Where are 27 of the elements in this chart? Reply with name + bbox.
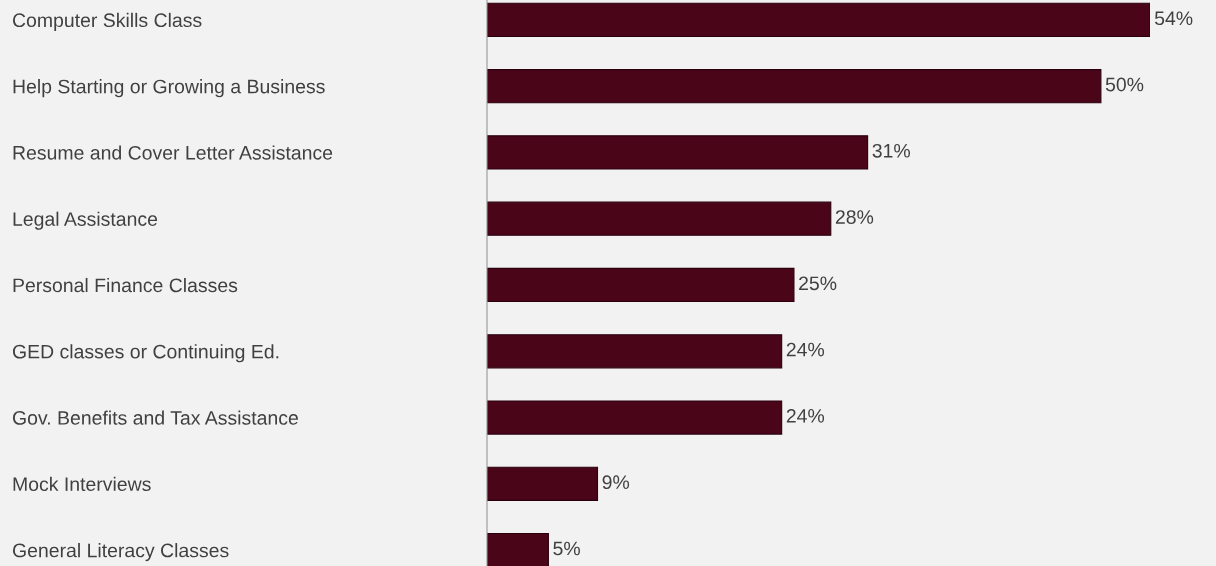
data-label: 9% bbox=[602, 475, 630, 490]
y-tick-label: Help Starting or Growing a Business bbox=[13, 79, 325, 98]
data-label: 31% bbox=[872, 143, 910, 158]
bar bbox=[487, 135, 869, 170]
bar bbox=[487, 267, 795, 303]
data-label: 24% bbox=[786, 408, 825, 423]
bar bbox=[487, 201, 832, 236]
data-label: 28% bbox=[835, 210, 874, 224]
bar bbox=[487, 532, 549, 566]
data-label: 24% bbox=[786, 342, 825, 357]
y-tick-label: GED classes or Continuing Ed. bbox=[12, 344, 279, 363]
y-tick-label: Mock Interviews bbox=[13, 476, 151, 492]
y-tick-label: Legal Assistance bbox=[13, 211, 158, 230]
y-tick-label: Resume and Cover Letter Assistance bbox=[13, 145, 333, 160]
data-label: 5% bbox=[553, 541, 580, 556]
y-tick-label: Personal Finance Classes bbox=[13, 277, 238, 293]
bar bbox=[487, 69, 1102, 104]
y-tick-label: General Literacy Classes bbox=[12, 543, 229, 562]
data-label: 50% bbox=[1105, 77, 1144, 92]
data-label: 54% bbox=[1154, 11, 1193, 26]
bar bbox=[487, 334, 783, 369]
y-tick-label: Computer Skills Class bbox=[12, 12, 202, 31]
y-tick-label: Gov. Benefits and Tax Assistance bbox=[12, 410, 298, 425]
bar bbox=[487, 466, 599, 501]
bar bbox=[487, 400, 783, 435]
data-label: 25% bbox=[799, 276, 837, 291]
bar bbox=[487, 2, 1150, 38]
